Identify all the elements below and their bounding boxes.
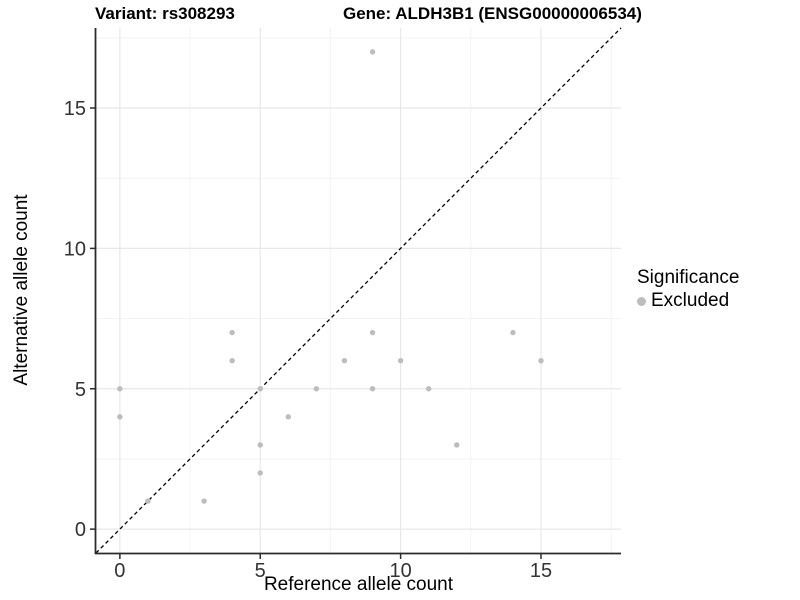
x-tick-label: 10: [389, 560, 411, 582]
excluded-point-swatch: [637, 296, 646, 306]
data-point: [117, 386, 123, 392]
data-point: [145, 498, 151, 504]
data-point: [425, 386, 432, 392]
identity-line: [95, 27, 622, 554]
data-point: [117, 414, 123, 420]
data-point: [285, 414, 292, 420]
gene-title: Gene: ALDH3B1 (ENSG00000006534): [343, 4, 642, 23]
data-point: [201, 498, 207, 504]
data-point: [313, 386, 320, 392]
y-tick-label: 15: [64, 98, 86, 120]
y-tick-label: 0: [75, 519, 86, 541]
x-tick-label: 0: [114, 560, 125, 582]
y-tick-label: 10: [64, 238, 86, 260]
y-axis-title: Alternative allele count: [11, 194, 32, 386]
data-point: [397, 357, 404, 364]
data-point: [229, 357, 235, 364]
data-point: [369, 386, 376, 392]
data-point: [369, 329, 376, 336]
legend: Significance Excluded: [637, 267, 739, 312]
y-tick-label: 5: [75, 379, 86, 401]
legend-title: Significance: [637, 267, 740, 288]
data-point: [341, 357, 348, 364]
data-point: [454, 442, 460, 448]
variant-title: Variant: rs308293: [95, 4, 235, 23]
legend-item-label: Excluded: [651, 290, 730, 311]
data-point: [229, 329, 235, 336]
data-point: [257, 442, 263, 448]
x-tick-label: 5: [255, 560, 266, 582]
x-axis-title: Reference allele count: [263, 574, 454, 595]
data-point: [257, 470, 263, 476]
data-point: [369, 49, 376, 55]
data-point: [510, 329, 516, 336]
data-point: [257, 386, 263, 392]
data-point: [538, 357, 544, 364]
x-tick-label: 15: [530, 560, 552, 582]
legend-item-excluded: Excluded: [637, 290, 739, 312]
